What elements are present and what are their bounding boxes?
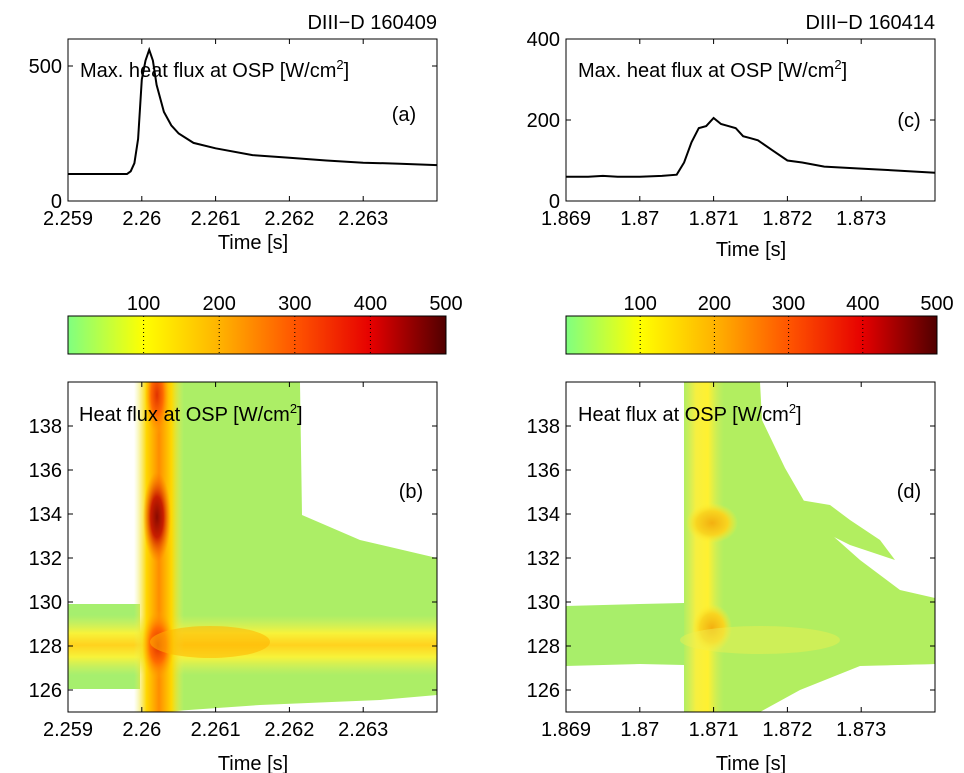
panel-d-xtick-label: 1.869 [541,719,591,741]
panel-b-xtick-label: 2.261 [191,719,241,741]
panel-a-line-chart: DIII−D 160409 2.259 2.26 2.261 2.262 2.263 0 5… [29,12,438,254]
panel-c-ytick-label: 400 [527,29,560,51]
panel-a-ytick-label: 0 [51,191,62,213]
panel-b-ytick-label: 138 [29,416,62,438]
panel-d-heat-field [566,382,935,712]
panel-c-ytick-label: 0 [549,191,560,213]
panel-d-ytick-label: 130 [527,592,560,614]
panel-b-ytick-label: 136 [29,460,62,482]
panel-d-title: Heat flux at OSP [W/cm2] [578,401,802,426]
panel-c-xtick-label: 1.871 [689,208,739,230]
panel-b-colorbar-tick-label: 400 [354,293,387,315]
panel-d-xlabel: Time [s] [716,753,786,773]
panel-b-xtick-label: 2.259 [43,719,93,741]
panel-d-xtick-label: 1.873 [836,719,886,741]
panel-b-colorbar-tick-label: 300 [278,293,311,315]
panel-d-colorbar: 100 200 300 400 500 [565,293,954,355]
panel-b-xtick-label: 2.262 [264,719,314,741]
panel-d-ytick-label: 138 [527,416,560,438]
panel-c-xtick-label: 1.873 [836,208,886,230]
panel-d-ytick-label: 134 [527,504,560,526]
panel-d-colorbar-tick-label: 400 [846,293,879,315]
panel-a-xtick-label: 2.26 [122,208,161,230]
panel-a-ytick-label: 500 [29,56,62,78]
panel-c-ytick-label: 200 [527,110,560,132]
panel-d-axes [565,381,936,713]
panel-b-label: (b) [399,481,423,503]
panel-d-xtick-label: 1.871 [689,719,739,741]
panel-b-heat-field [68,382,437,712]
panel-d-heatmap: 1.869 1.87 1.871 1.872 1.873 126 128 130 132 134 1… [527,381,936,773]
panel-c-title: Max. heat flux at OSP [W/cm2] [578,57,847,82]
panel-a-xtick-label: 2.262 [264,208,314,230]
panel-b-colorbar: 100 200 300 400 500 [67,293,463,355]
panel-b-xlabel: Time [s] [218,753,288,773]
panel-d-label: (d) [897,481,921,503]
panel-a-title: Max. heat flux at OSP [W/cm2] [80,57,349,82]
panel-c-xtick-label: 1.87 [620,208,659,230]
panel-c-series-line [566,116,936,178]
panel-a-header: DIII−D 160409 [307,12,437,34]
panel-a-xtick-label: 2.259 [43,208,93,230]
panel-c-xlabel: Time [s] [716,239,786,261]
panel-d-ytick-label: 128 [527,636,560,658]
panel-d-xtick-label: 1.872 [762,719,812,741]
panel-d-colorbar-tick-label: 300 [772,293,805,315]
panel-d-xtick-label: 1.87 [620,719,659,741]
panel-b-colorbar-tick-label: 500 [429,293,462,315]
panel-a-xtick-label: 2.263 [338,208,388,230]
panel-a-xtick-label: 2.261 [191,208,241,230]
panel-b-ytick-label: 126 [29,680,62,702]
panel-a-xlabel: Time [s] [218,232,288,254]
panel-b-colorbar-tick-label: 200 [203,293,236,315]
panel-d-ytick-label: 126 [527,680,560,702]
panel-d-colorbar-tick-label: 500 [920,293,953,315]
panel-d-colorbar-tick-label: 100 [624,293,657,315]
panel-c-xtick-label: 1.872 [762,208,812,230]
panel-b-colorbar-tick-label: 100 [127,293,160,315]
panel-b-ytick-label: 128 [29,636,62,658]
panel-d-ytick-label: 136 [527,460,560,482]
panel-b-ytick-label: 132 [29,548,62,570]
panel-b-xtick-label: 2.26 [122,719,161,741]
panel-a-series-line [68,46,438,175]
panel-b-ytick-label: 134 [29,504,62,526]
panel-c-line-chart: DIII−D 160414 1.869 1.87 1.871 1.872 1.873 0 2… [527,12,936,261]
panel-b-heatmap: 2.259 2.26 2.261 2.262 2.263 126 128 130 132 134 1… [29,381,438,773]
panel-b-ytick-label: 130 [29,592,62,614]
panel-b-axes [67,381,438,713]
panel-c-header: DIII−D 160414 [805,12,935,34]
panel-c-label: (c) [897,110,920,132]
panel-d-ytick-label: 132 [527,548,560,570]
panel-b-xtick-label: 2.263 [338,719,388,741]
panel-a-axes [67,38,438,202]
panel-b-title: Heat flux at OSP [W/cm2] [79,401,303,426]
panel-a-label: (a) [392,104,416,126]
panel-d-colorbar-tick-label: 200 [698,293,731,315]
panel-c-xtick-label: 1.869 [541,208,591,230]
